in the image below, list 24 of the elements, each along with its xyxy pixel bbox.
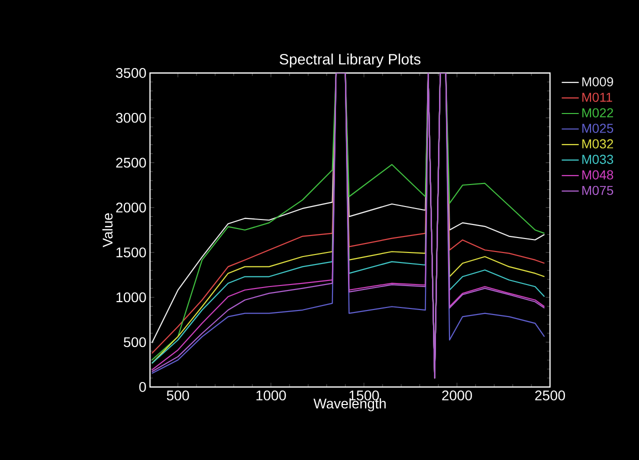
x-tick-label: 2500 <box>535 390 565 400</box>
legend-label: M009 <box>582 77 614 86</box>
legend-label: M025 <box>582 124 614 133</box>
legend-label: M032 <box>582 139 614 148</box>
y-tick-label: 2000 <box>116 202 146 213</box>
y-tick-label: 2500 <box>116 158 146 168</box>
x-tick-label: 500 <box>166 390 190 400</box>
x-tick-label: 2000 <box>442 390 472 400</box>
y-tick-label: 3500 <box>116 68 146 78</box>
y-tick-label: 1000 <box>116 292 146 302</box>
y-tick-label: 1500 <box>116 247 146 258</box>
legend-label: M022 <box>582 108 614 118</box>
y-axis-title: Value <box>102 213 113 248</box>
legend-label: M011 <box>582 92 612 102</box>
y-tick-label: 500 <box>124 337 146 348</box>
x-tick-label: 1000 <box>256 390 286 400</box>
x-tick-label: 1500 <box>350 390 379 400</box>
legend-label: M033 <box>582 154 614 164</box>
chart-title: Spectral Library Plots <box>280 54 420 68</box>
x-axis-title: Wavelength <box>314 398 386 412</box>
y-tick-label: 3000 <box>116 112 146 123</box>
y-tick-label: 0 <box>139 382 146 392</box>
legend-label: M075 <box>582 186 614 195</box>
legend-label: M048 <box>582 170 614 180</box>
